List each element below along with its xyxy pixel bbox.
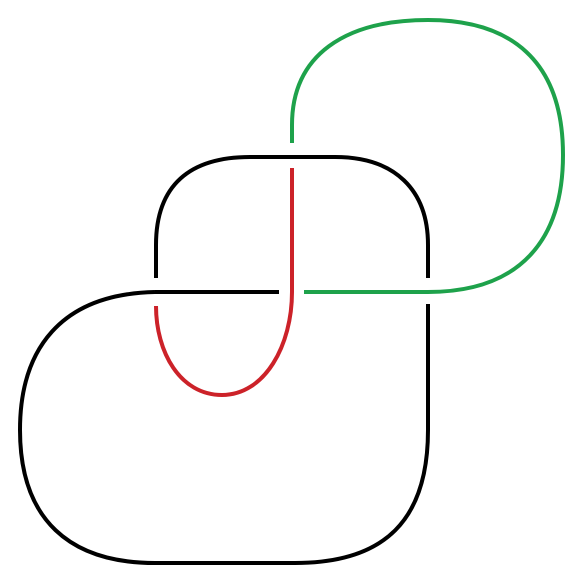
green-strand [290,18,565,294]
black-strand-top-arch [154,155,430,278]
red-strand [154,168,294,397]
black-strand-lower-loop [18,290,430,565]
